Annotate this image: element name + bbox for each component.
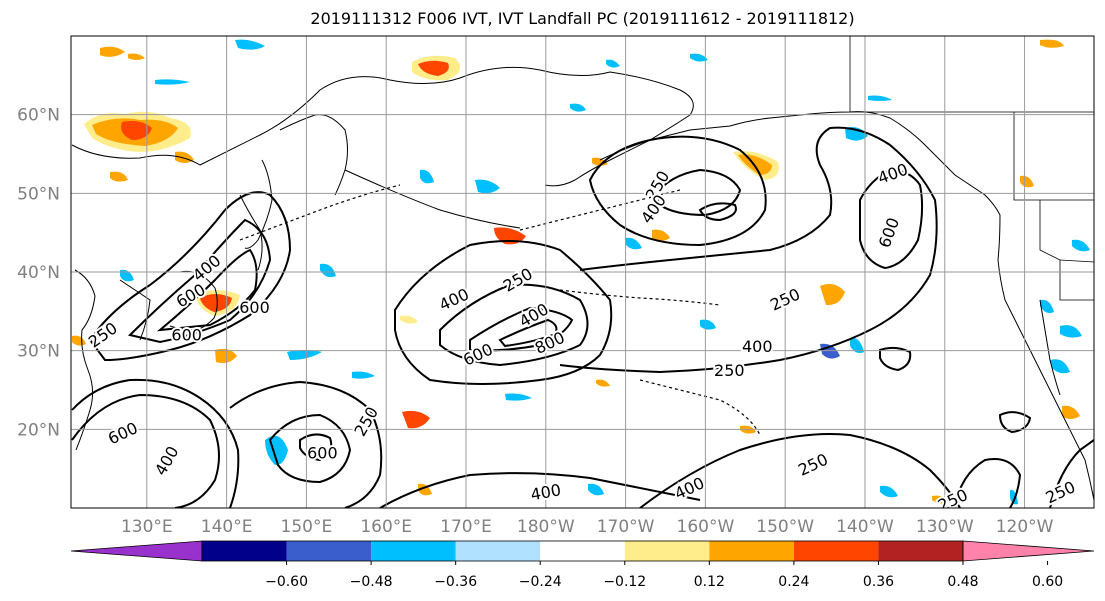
lon-tick-label: 170°W [597,517,655,537]
latitude-labels: 60°N 50°N 40°N 30°N 20°N [17,106,60,441]
pc-shading [72,39,1090,505]
lon-tick-label: 180°W [517,517,575,537]
contour-label: 250 [714,361,745,380]
contour-label: 600 [171,325,202,344]
lon-tick-label: 120°W [996,517,1054,537]
lon-tick-label: 140°E [201,517,253,537]
lon-tick-label: 160°E [360,517,412,537]
political-borders [849,36,1094,301]
lon-tick-label: 150°W [756,517,814,537]
lon-tick-label: 130°E [121,517,173,537]
lat-lon-grid [71,36,1094,508]
lon-tick-label: 150°E [281,517,333,537]
lat-tick-label: 20°N [17,420,60,440]
map-frame [70,35,1095,509]
lat-tick-label: 50°N [17,184,60,204]
coastlines [71,66,1094,501]
lon-tick-label: 140°W [836,517,894,537]
longitude-labels: 130°E 140°E 150°E 160°E 170°E 180°W 170°W 160°W… [121,517,1054,537]
lat-tick-label: 60°N [17,106,60,126]
lon-tick-label: 130°W [916,517,974,537]
page-title: 2019111312 F006 IVT, IVT Landfall PC (20… [310,9,855,28]
contour-label: 600 [307,443,338,462]
lat-tick-label: 30°N [17,342,60,362]
contour-label: 600 [239,298,270,317]
ivt-contours [71,126,1094,508]
lon-tick-label: 170°E [440,517,492,537]
lon-tick-label: 160°W [677,517,735,537]
lat-tick-label: 40°N [17,263,60,283]
contour-label: 400 [742,337,773,356]
